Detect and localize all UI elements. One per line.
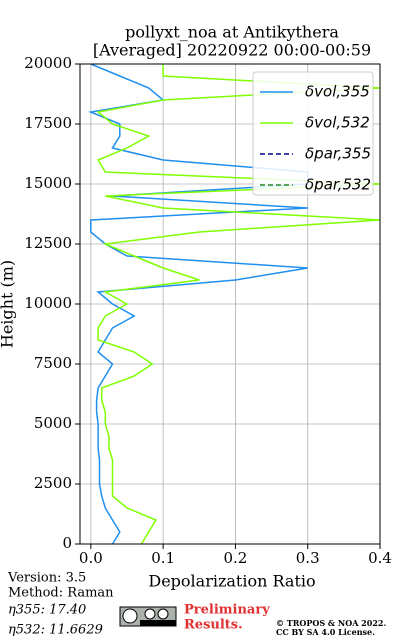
eta: η532: 11.6629 bbox=[8, 623, 103, 638]
y-tick-label: 5000 bbox=[34, 414, 72, 432]
chart-title: [Averaged] 20220922 00:00-00:59 bbox=[93, 41, 371, 60]
legend-label: δpar,355 bbox=[305, 145, 371, 163]
preliminary: Preliminary bbox=[184, 603, 270, 618]
cc-icon bbox=[119, 606, 177, 627]
method: Method: Raman bbox=[8, 586, 114, 601]
copyright: © TROPOS & NOA 2022. bbox=[276, 618, 386, 628]
chart-title: pollyxt_noa at Antikythera bbox=[125, 23, 339, 42]
plot-area bbox=[88, 64, 380, 544]
y-axis-label: Height (m) bbox=[0, 260, 17, 348]
x-tick-label: 0.1 bbox=[151, 549, 175, 567]
y-tick-label: 17500 bbox=[24, 114, 72, 132]
preliminary: Results. bbox=[184, 618, 243, 633]
legend-label: δvol,355 bbox=[305, 83, 370, 101]
x-tick-label: 0.2 bbox=[223, 549, 247, 567]
copyright: CC BY SA 4.0 License. bbox=[276, 627, 375, 637]
y-tick-label: 15000 bbox=[24, 174, 72, 192]
y-tick-label: 0 bbox=[62, 534, 72, 552]
profile-line bbox=[88, 64, 309, 544]
y-tick-label: 12500 bbox=[24, 234, 72, 252]
eta: η355: 17.40 bbox=[8, 603, 86, 618]
y-tick-label: 7500 bbox=[34, 354, 72, 372]
legend-label: δvol,532 bbox=[305, 114, 370, 132]
legend-label: δpar,532 bbox=[305, 176, 371, 194]
version: Version: 3.5 bbox=[7, 571, 86, 586]
x-tick-label: 0.0 bbox=[79, 549, 103, 567]
x-tick-label: 0.4 bbox=[368, 549, 392, 567]
x-axis-label: Depolarization Ratio bbox=[148, 572, 315, 591]
y-tick-label: 20000 bbox=[24, 54, 72, 72]
plot-frame bbox=[79, 63, 381, 545]
y-tick-label: 2500 bbox=[34, 474, 72, 492]
y-tick-label: 10000 bbox=[24, 294, 72, 312]
x-tick-label: 0.3 bbox=[296, 549, 320, 567]
profile-line bbox=[96, 64, 380, 544]
legend-box bbox=[252, 71, 374, 196]
